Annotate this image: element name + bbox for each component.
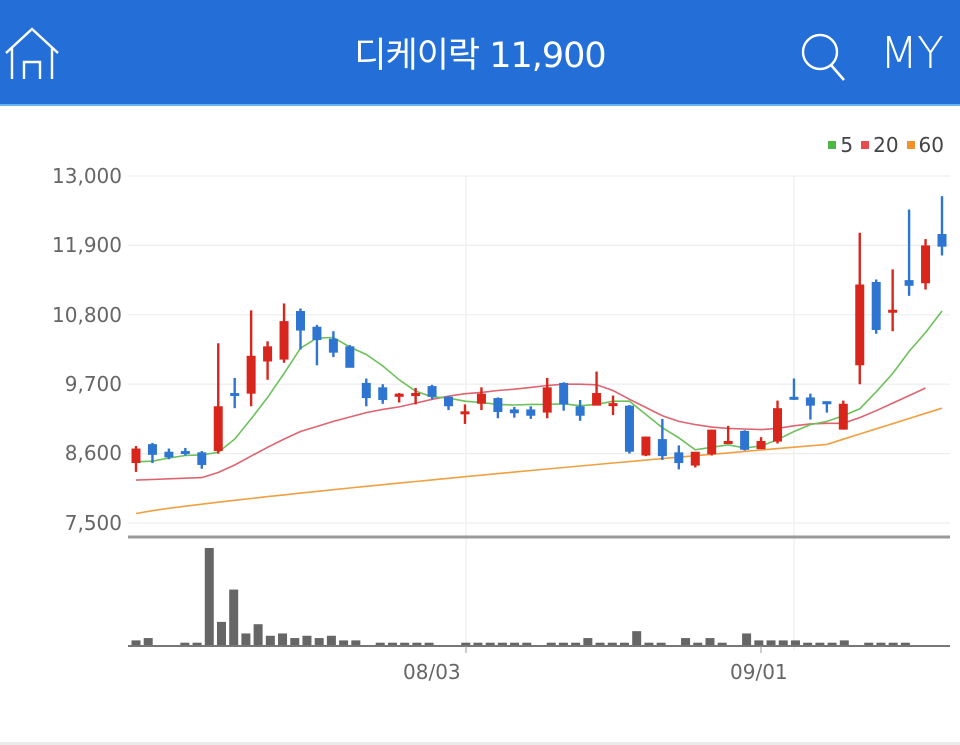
legend-label: 20 [873, 133, 899, 157]
header-divider [0, 104, 960, 106]
legend-item-ma5: 5 [828, 133, 853, 157]
page-title: 디케이락 11,900 [354, 36, 606, 76]
y-tick-label: 11,900 [52, 233, 122, 257]
y-tick-label: 7,500 [64, 511, 122, 535]
header-bar: 디케이락 11,900 MY [0, 0, 960, 106]
legend-swatch-ma60 [906, 141, 915, 149]
legend-swatch-ma5 [828, 141, 837, 149]
x-tick-label: 08/03 [403, 660, 461, 684]
legend-label: 60 [918, 133, 944, 157]
home-icon [5, 27, 59, 79]
y-tick-label: 9,700 [64, 372, 122, 396]
chart-legend: 5 20 60 [828, 133, 944, 157]
legend-item-ma60: 60 [906, 133, 944, 157]
y-tick-label: 13,000 [52, 164, 122, 188]
legend-label: 5 [840, 133, 854, 157]
volume-bars [128, 548, 950, 653]
home-button[interactable] [2, 26, 62, 82]
moving-average-lines [135, 310, 943, 515]
search-button[interactable] [798, 32, 850, 82]
y-tick-label: 10,800 [52, 303, 122, 327]
x-tick-label: 09/01 [730, 660, 788, 684]
legend-item-ma20: 20 [861, 133, 899, 157]
legend-swatch-ma20 [861, 141, 870, 149]
chart-grid [128, 175, 950, 650]
search-icon [801, 33, 845, 81]
y-tick-label: 8,600 [64, 441, 122, 465]
candles [131, 196, 947, 472]
bottom-divider [0, 742, 960, 745]
my-menu-button[interactable]: MY [880, 28, 944, 79]
